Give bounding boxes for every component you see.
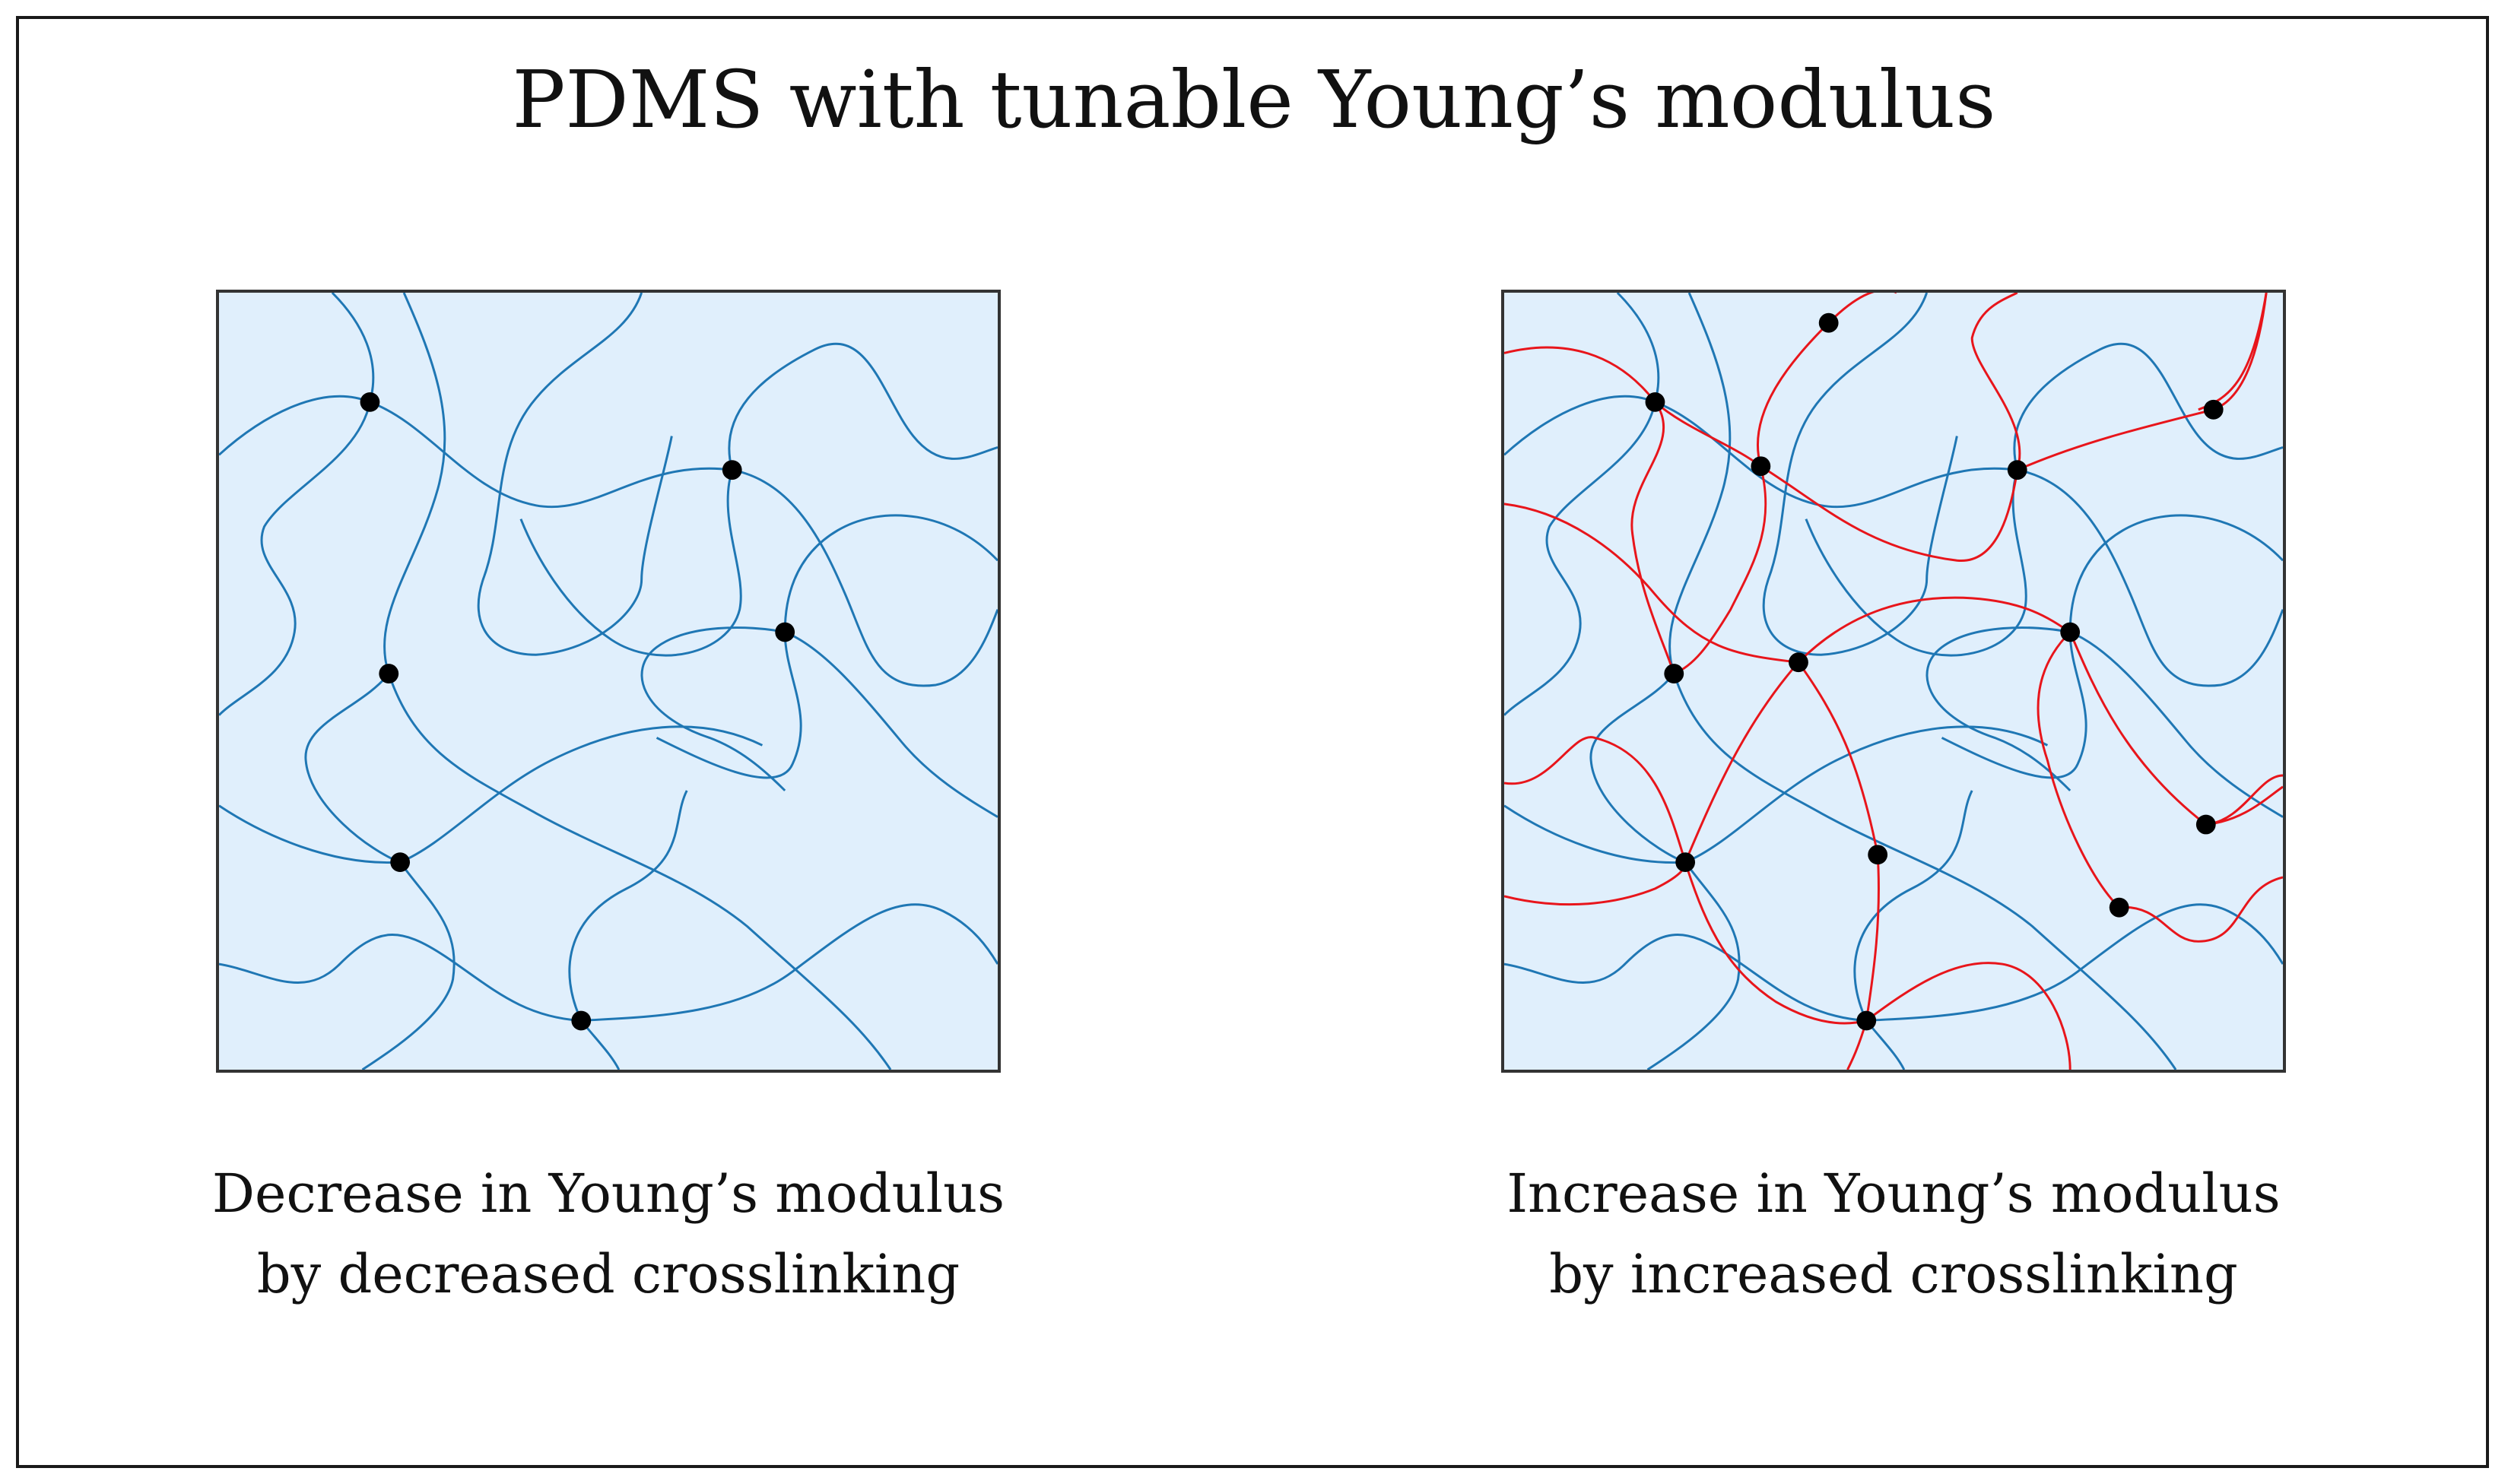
added-crosslink-chain (1504, 736, 1687, 863)
crosslink-point (1789, 652, 1808, 673)
crosslink-point (571, 1010, 592, 1031)
polymer-chain (1853, 790, 1973, 1022)
polymer-chain (1504, 934, 1867, 1022)
polymer-chain (568, 790, 688, 1022)
polymer-chain (477, 293, 673, 656)
crosslink-point (2109, 897, 2129, 918)
polymer-chain (219, 395, 732, 509)
crosslink-point (2007, 460, 2027, 480)
crosslink-point (775, 622, 795, 642)
added-crosslink-chain (1827, 293, 1897, 324)
added-crosslink-chain (2119, 876, 2283, 943)
high-crosslink-network-svg (1504, 293, 2283, 1070)
polymer-chain (728, 342, 998, 471)
caption-line: by decreased crosslinking (256, 1243, 960, 1305)
crosslink-point (360, 392, 380, 412)
high-crosslink-caption: Increase in Young’s modulus by increased… (1399, 1153, 2388, 1314)
crosslink-point (1664, 664, 1684, 683)
added-crosslink-chain (2037, 631, 2120, 908)
added-crosslink-chain (1504, 503, 1799, 664)
added-crosslink-chain (1970, 293, 2021, 471)
polymer-chain (219, 725, 764, 864)
added-crosslink-chain (1504, 346, 1675, 674)
added-crosslink-chain (1654, 401, 1762, 468)
polymer-chain (361, 861, 456, 1070)
crosslink-point (2060, 622, 2081, 642)
crosslink-point (1868, 845, 1888, 865)
crosslink-point (2195, 814, 2216, 835)
polymer-chain (304, 673, 401, 864)
polymer-chain (1668, 293, 2177, 1070)
added-crosslink-chain (1846, 855, 1880, 1070)
polymer-chain (1589, 673, 1686, 864)
crosslinks (360, 392, 795, 1031)
added-crosslink-chain (2205, 774, 2283, 826)
polymer-chain (2013, 342, 2283, 471)
high-crosslink-network-panel (1501, 290, 2286, 1073)
crosslink-point (2203, 399, 2224, 420)
caption-line: Increase in Young’s modulus (1506, 1162, 2281, 1225)
low-crosslink-network-svg (219, 293, 998, 1070)
added-crosslink-chain (2068, 631, 2283, 826)
polymer-chain (1762, 293, 1958, 656)
low-crosslink-caption: Decrease in Young’s modulus by decreased… (114, 1153, 1103, 1314)
polymer-chain (732, 468, 998, 687)
polymer-chain (519, 469, 742, 657)
polymer-chains-blue (219, 293, 998, 1070)
added-crosslink-chain (1684, 861, 1867, 1025)
crosslink-point (390, 852, 411, 873)
polymer-chain (1805, 469, 2027, 657)
low-crosslink-network-panel (216, 290, 1001, 1073)
added-crosslink-chain (1673, 322, 1830, 675)
polymer-chain (383, 293, 892, 1070)
caption-line: Decrease in Young’s modulus (211, 1162, 1005, 1225)
polymer-chain (1646, 861, 1741, 1070)
crosslinks (1645, 312, 2224, 1031)
caption-line: by increased crosslinking (1549, 1243, 2238, 1305)
panel-background (219, 293, 998, 1070)
crosslink-point (379, 664, 399, 683)
polymer-chain (219, 934, 582, 1022)
polymer-chain (1504, 293, 1660, 716)
polymer-chain (1504, 725, 2049, 864)
polymer-chain (581, 903, 998, 1022)
added-crosslink-chain (1797, 661, 1879, 855)
added-crosslink-chain (1865, 962, 2071, 1070)
panel-background (1504, 293, 2283, 1070)
crosslink-point (1645, 392, 1665, 412)
crosslink-point (722, 460, 742, 480)
polymer-chain (640, 626, 786, 791)
crosslink-point (1675, 852, 1696, 873)
polymer-chain (2017, 468, 2283, 687)
added-crosslink-chain (1684, 661, 1800, 863)
crosslink-point (1818, 312, 1839, 333)
polymer-chain (1866, 903, 2283, 1022)
figure-title: PDMS with tunable Young’s modulus (512, 53, 1996, 146)
polymer-chain (219, 293, 375, 716)
added-crosslink-chain (1760, 465, 2019, 562)
polymer-chain (1925, 626, 2071, 791)
polymer-chain (1504, 395, 2018, 509)
crosslink-point (1751, 456, 1771, 477)
crosslink-point (1856, 1010, 1877, 1031)
added-crosslink-chain (1797, 596, 2071, 664)
polymer-chain (784, 631, 998, 818)
